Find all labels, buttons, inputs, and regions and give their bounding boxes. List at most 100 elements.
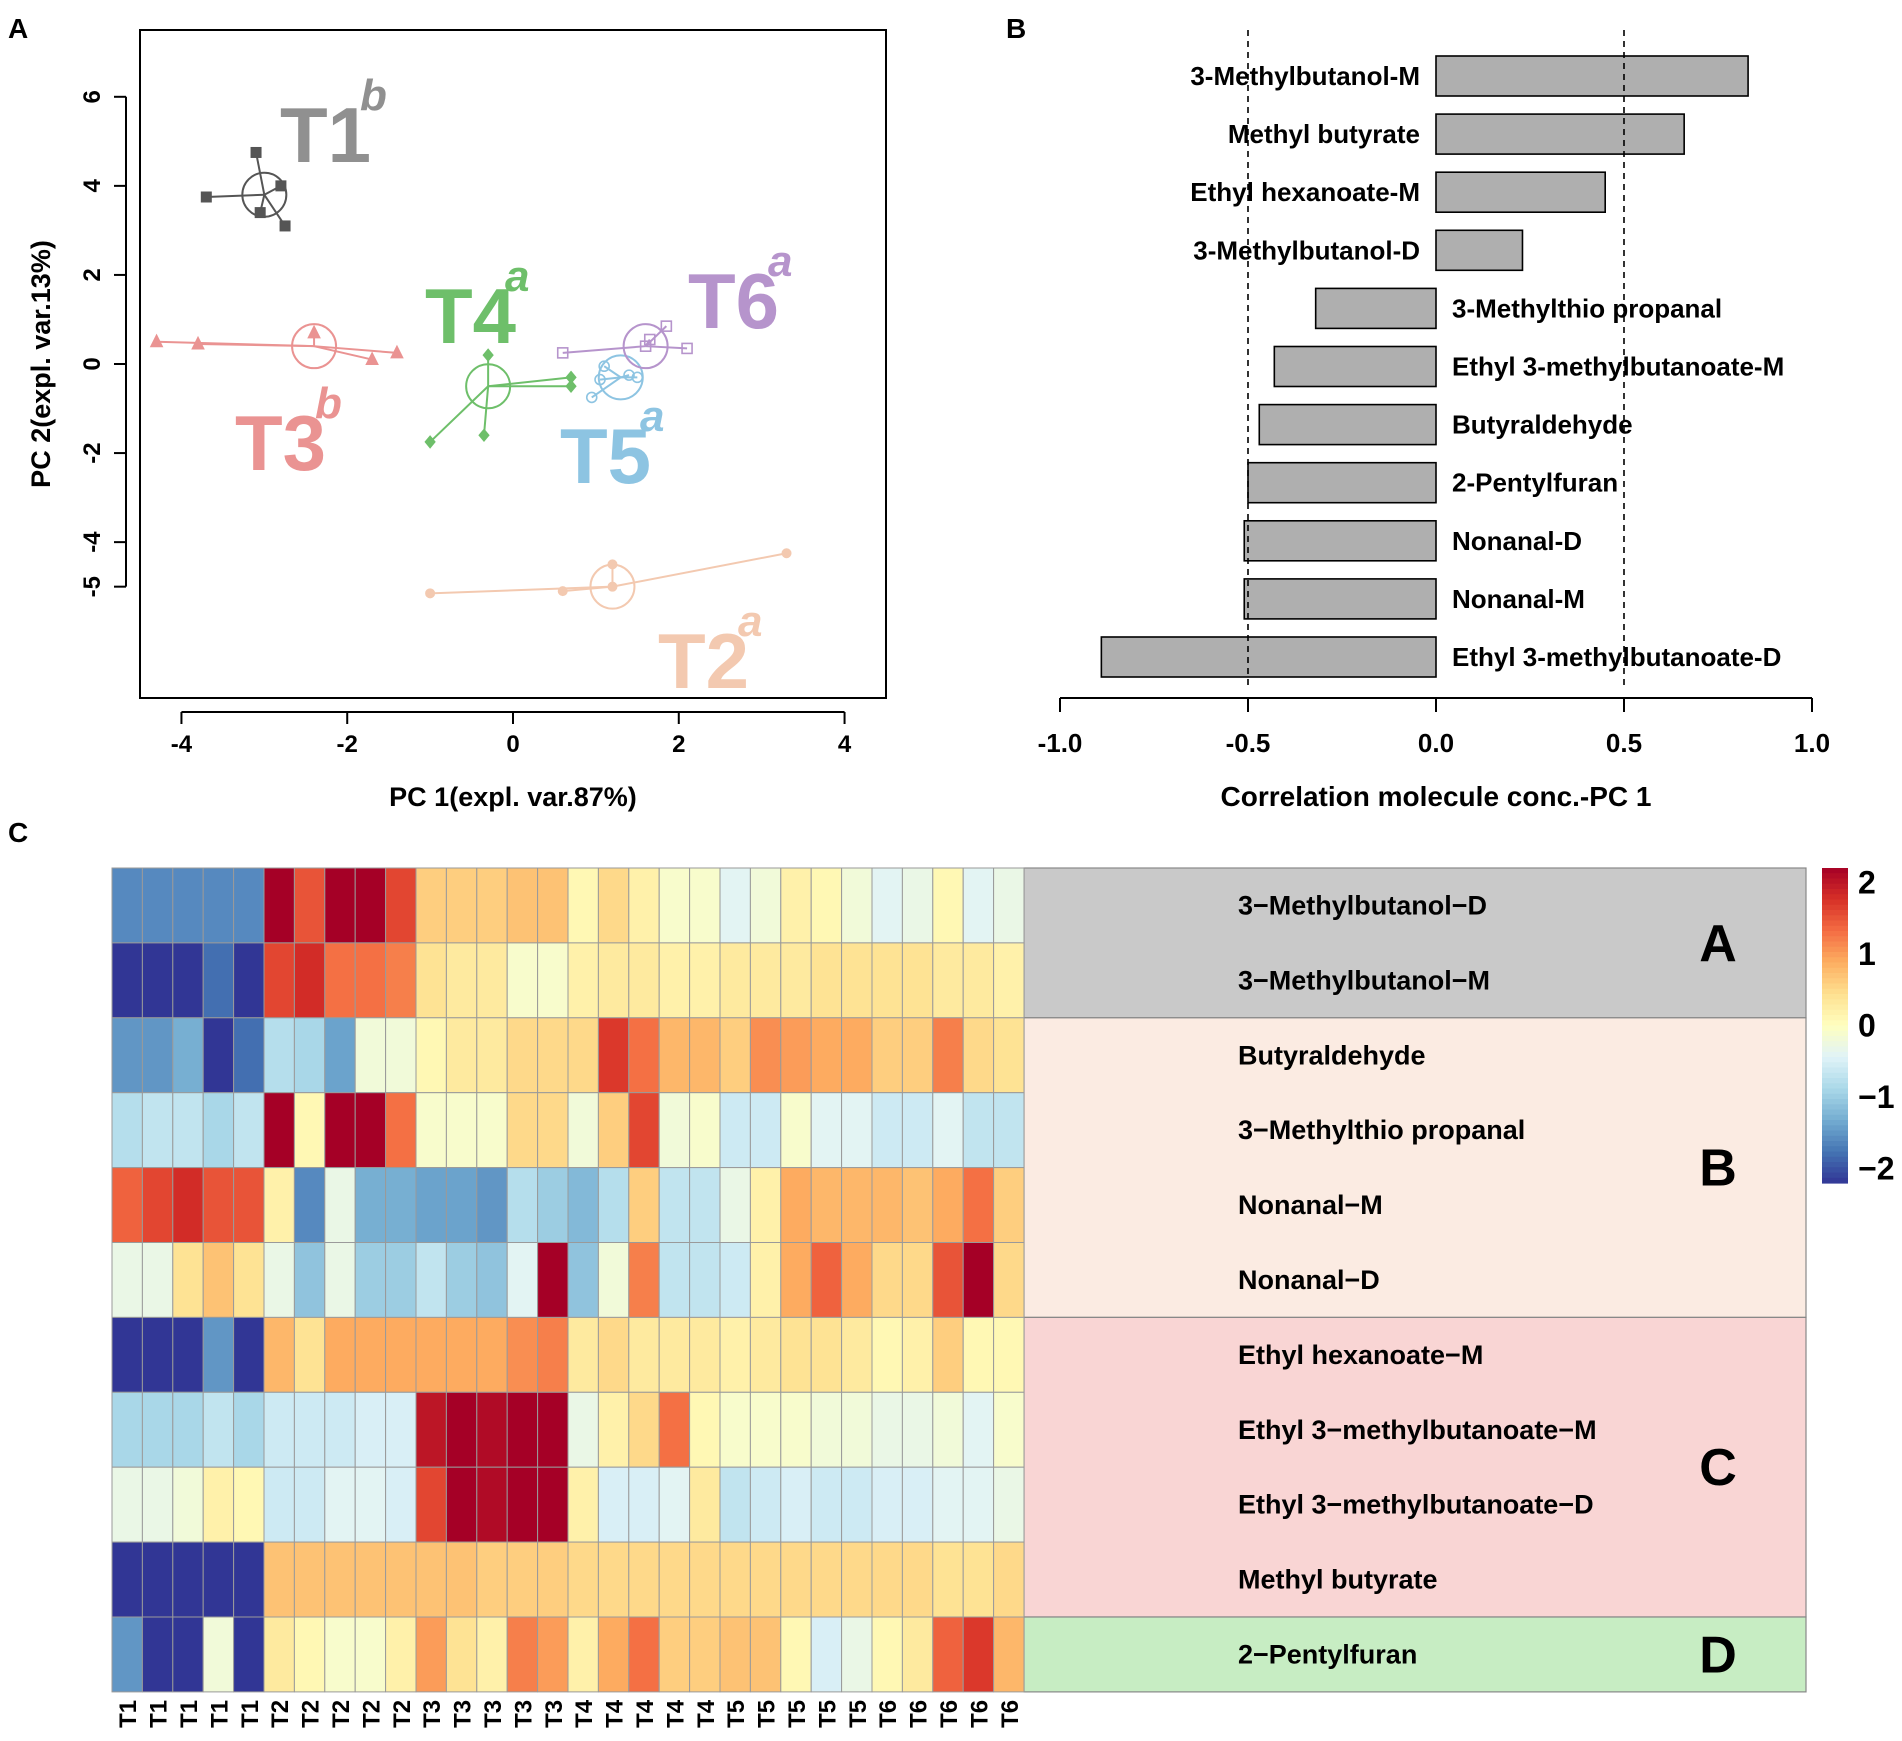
heatmap-column-label: T6 (906, 1700, 933, 1728)
colorbar-segment (1822, 1130, 1848, 1137)
pca-group-t6: T6a (556, 237, 792, 370)
colorbar-segment (1822, 967, 1848, 974)
colorbar-segment (1822, 1120, 1848, 1126)
pca-group-t5: T5a (560, 354, 664, 500)
colorbar-segment (1822, 1162, 1848, 1168)
heatmap-cell (385, 1316, 417, 1393)
cluster-label: C (1699, 1439, 1737, 1497)
heatmap-cell (111, 1616, 143, 1693)
heatmap-cell (628, 1092, 660, 1169)
heatmap-column-label: T1 (115, 1700, 142, 1728)
heatmap-cell (293, 1242, 326, 1318)
heatmap-cell (871, 1541, 903, 1618)
heatmap-cell (354, 1316, 387, 1393)
heatmap-cell (233, 1316, 265, 1393)
heatmap-cell (385, 1391, 417, 1468)
heatmap-cell (780, 942, 812, 1019)
heatmap-cell (415, 1466, 447, 1543)
colorbar-segment (1822, 1009, 1848, 1016)
pca-point (275, 180, 287, 192)
heatmap-cell (810, 1092, 843, 1169)
heatmap-cell (871, 1167, 903, 1243)
colorbar-segment (1822, 1083, 1848, 1090)
heatmap-cell (689, 1242, 721, 1318)
bar (1435, 55, 1749, 97)
heatmap-cell (506, 1242, 539, 1318)
heatmap-cell (597, 1167, 630, 1243)
colorbar-segment (1822, 899, 1848, 906)
heatmap-cell (749, 1466, 782, 1543)
heatmap-cell (537, 1541, 569, 1618)
heatmap-cell (506, 1541, 539, 1618)
heatmap-cell (263, 1017, 295, 1094)
bar-label: Ethyl 3-methylbutanoate-M (1452, 352, 1784, 382)
pca-spoke (429, 385, 489, 443)
heatmap-cell (354, 942, 387, 1019)
heatmap-cell (901, 1316, 934, 1393)
colorbar-segment (1822, 988, 1848, 995)
colorbar-segment (1822, 1177, 1848, 1184)
heatmap-cell (354, 1616, 387, 1693)
heatmap-cell (141, 1466, 174, 1543)
heatmap-column-label: T5 (723, 1700, 750, 1728)
bar-label: Nonanal-D (1452, 526, 1582, 556)
heatmap-cell (506, 1017, 539, 1094)
pca-group-significance: a (738, 597, 762, 646)
heatmap-cell (476, 867, 508, 944)
heatmap-cell (567, 1616, 599, 1693)
heatmap-column-label: T5 (814, 1700, 841, 1728)
colorbar-segment (1822, 1072, 1848, 1079)
heatmap-cell (324, 867, 356, 944)
heatmap-cell (932, 942, 964, 1019)
heatmap-cell (962, 942, 995, 1019)
heatmap-cell (567, 1017, 599, 1094)
heatmap-cell (932, 1466, 964, 1543)
heatmap-cell (202, 1242, 235, 1318)
heatmap-cell (141, 867, 174, 944)
pca-point (607, 581, 618, 592)
heatmap-cell (658, 867, 691, 944)
heatmap-cell (506, 1167, 539, 1243)
heatmap-cell (202, 1391, 235, 1468)
colorbar-segment (1822, 994, 1848, 1000)
heatmap-cell (901, 1167, 934, 1243)
heatmap-cell (962, 1017, 995, 1094)
colorbar-segment (1822, 999, 1848, 1006)
heatmap-cell (658, 1466, 691, 1543)
heatmap-cell (111, 1092, 143, 1169)
pca-y-tick-label: -5 (79, 576, 106, 597)
heatmap-cell (810, 1391, 843, 1468)
heatmap-cell (415, 1541, 447, 1618)
heatmap-cell (993, 1167, 1025, 1243)
pca-spoke (313, 345, 398, 354)
heatmap-cell (506, 1316, 539, 1393)
bar (1100, 636, 1437, 678)
pca-spoke (644, 325, 668, 347)
heatmap-cell (506, 1466, 539, 1543)
colorbar-segment (1822, 910, 1848, 916)
heatmap-cell (476, 1017, 508, 1094)
heatmap-cell (324, 1616, 356, 1693)
colorbar-segment (1822, 894, 1848, 901)
heatmap-cell (476, 1167, 508, 1243)
heatmap-cell (445, 942, 478, 1019)
colorbar-segment (1822, 1030, 1848, 1037)
heatmap-cell (780, 1092, 812, 1169)
pca-y-tick-label: 6 (79, 90, 106, 103)
heatmap-cell (780, 1466, 812, 1543)
heatmap-cell (263, 1092, 295, 1169)
heatmap-cell (993, 1616, 1025, 1693)
heatmap-column-label: T5 (754, 1700, 781, 1728)
heatmap-cell (993, 1541, 1025, 1618)
pca-y-axis-title: PC 2(expl. var.13%) (26, 240, 56, 488)
heatmap-column-label: T2 (328, 1700, 355, 1728)
heatmap-cell (476, 1466, 508, 1543)
heatmap-cell (324, 942, 356, 1019)
heatmap-cell (689, 942, 721, 1019)
heatmap-cell (324, 1391, 356, 1468)
heatmap-cell (780, 1017, 812, 1094)
heatmap-cell (749, 1391, 782, 1468)
heatmap-column-labels: T1 T1 T1 T1 T1 T2 T2 T2 T2 T2 T3 T3 T3 T3 T3 T4 T4 T4 T4 T4… (115, 1699, 1024, 1728)
heatmap-row-label: 3−Methylbutanol−D (1238, 890, 1487, 920)
bar (1273, 345, 1437, 388)
